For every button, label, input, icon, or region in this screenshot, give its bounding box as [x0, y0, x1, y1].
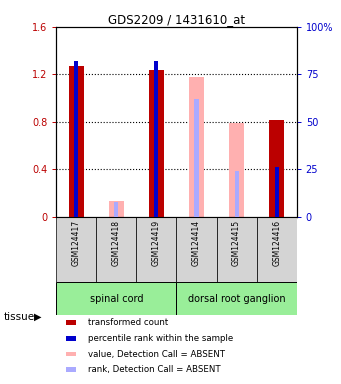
Bar — [66, 320, 76, 325]
Text: dorsal root ganglion: dorsal root ganglion — [188, 293, 285, 303]
Bar — [189, 77, 204, 217]
Text: GSM124418: GSM124418 — [112, 220, 121, 266]
Text: GSM124416: GSM124416 — [272, 220, 281, 266]
FancyBboxPatch shape — [217, 217, 257, 282]
Bar — [74, 61, 78, 217]
Bar — [269, 119, 284, 217]
Bar — [235, 171, 239, 217]
Text: GSM124419: GSM124419 — [152, 220, 161, 266]
Text: GSM124414: GSM124414 — [192, 220, 201, 266]
FancyBboxPatch shape — [177, 217, 217, 282]
Bar — [114, 202, 118, 217]
Bar — [109, 202, 124, 217]
Bar — [275, 167, 279, 217]
Title: GDS2209 / 1431610_at: GDS2209 / 1431610_at — [108, 13, 245, 26]
Bar — [154, 61, 159, 217]
Bar — [69, 66, 84, 217]
Bar — [229, 123, 244, 217]
Bar — [66, 352, 76, 356]
FancyBboxPatch shape — [56, 217, 96, 282]
Text: rank, Detection Call = ABSENT: rank, Detection Call = ABSENT — [88, 365, 220, 374]
FancyBboxPatch shape — [177, 282, 297, 315]
FancyBboxPatch shape — [56, 282, 177, 315]
Bar — [149, 70, 164, 217]
FancyBboxPatch shape — [257, 217, 297, 282]
FancyBboxPatch shape — [136, 217, 177, 282]
Bar — [66, 336, 76, 341]
Text: value, Detection Call = ABSENT: value, Detection Call = ABSENT — [88, 349, 224, 359]
Bar — [194, 99, 198, 217]
Bar — [66, 367, 76, 372]
Text: transformed count: transformed count — [88, 318, 168, 327]
Text: ▶: ▶ — [34, 312, 42, 322]
Text: percentile rank within the sample: percentile rank within the sample — [88, 334, 233, 343]
Text: tissue: tissue — [3, 312, 34, 322]
Text: GSM124415: GSM124415 — [232, 220, 241, 266]
Text: GSM124417: GSM124417 — [72, 220, 81, 266]
Text: spinal cord: spinal cord — [90, 293, 143, 303]
FancyBboxPatch shape — [96, 217, 136, 282]
